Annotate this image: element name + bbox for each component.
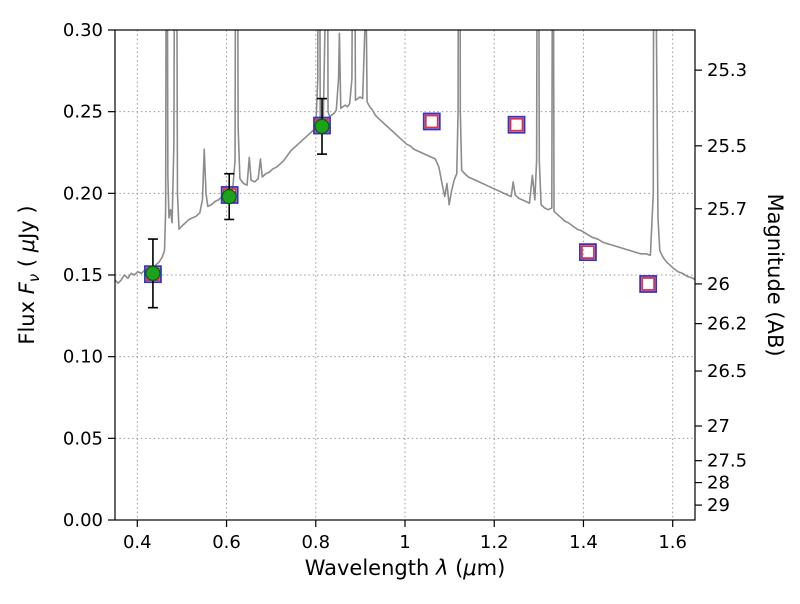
x-tick-label: 0.8	[301, 532, 330, 553]
flux-tick-label: 0.20	[63, 183, 103, 204]
x-tick-label: 1	[399, 532, 410, 553]
model-photometry-square-inner	[641, 277, 656, 291]
observed-photometry-circles	[145, 118, 330, 281]
flux-tick-label: 0.00	[63, 510, 103, 531]
model-photometry-squares	[144, 112, 658, 293]
flux-tick-label: 0.25	[63, 102, 103, 123]
x-tick-label: 0.6	[212, 532, 241, 553]
y-axis-label-flux: Flux Fν ( μJy )	[15, 205, 43, 344]
magnitude-tick-label: 26	[707, 274, 730, 295]
x-tick-label: 1.2	[480, 532, 509, 553]
model-photometry-square-inner	[424, 114, 439, 129]
model-photometry-square-inner	[581, 245, 595, 260]
magnitude-tick-label: 25.5	[707, 136, 747, 157]
y-axis-label-magnitude: Magnitude (AB)	[763, 193, 787, 356]
tick-labels: 0.4 0.6 0.8 1 1.2 1.4 1.6 0.00 0.05 0.10 0.15 0.20 0…	[63, 20, 747, 553]
magnitude-tick-label: 26.5	[707, 361, 747, 382]
flux-tick-label: 0.15	[63, 265, 103, 286]
magnitude-tick-label: 27.5	[707, 451, 747, 472]
x-axis-label: Wavelength λ (μm)	[305, 556, 506, 580]
x-tick-label: 1.6	[658, 532, 687, 553]
magnitude-tick-label: 28	[707, 473, 730, 494]
observed-photometry-point	[314, 118, 330, 134]
model-spectrum-line	[115, 30, 695, 284]
magnitude-tick-label: 27	[707, 416, 730, 437]
model-photometry-square-outer	[422, 112, 441, 131]
magnitude-tick-label: 26.2	[707, 314, 747, 335]
magnitude-tick-label: 29	[707, 495, 730, 516]
flux-tick-label: 0.05	[63, 428, 103, 449]
model-photometry-square-outer	[507, 115, 526, 134]
flux-tick-label: 0.10	[63, 347, 103, 368]
axis-ticks	[108, 29, 702, 527]
x-tick-label: 1.4	[569, 532, 598, 553]
model-photometry-square-outer	[579, 243, 597, 262]
magnitude-tick-label: 25.3	[707, 60, 747, 81]
model-photometry-square-inner	[509, 117, 524, 132]
grid-lines	[115, 29, 695, 521]
magnitude-tick-label: 25.7	[707, 199, 747, 220]
x-tick-label: 0.4	[123, 532, 152, 553]
flux-tick-label: 0.30	[63, 20, 103, 41]
observed-photometry-point	[221, 189, 237, 205]
model-photometry-square-outer	[639, 275, 658, 293]
observed-photometry-point	[145, 265, 161, 281]
